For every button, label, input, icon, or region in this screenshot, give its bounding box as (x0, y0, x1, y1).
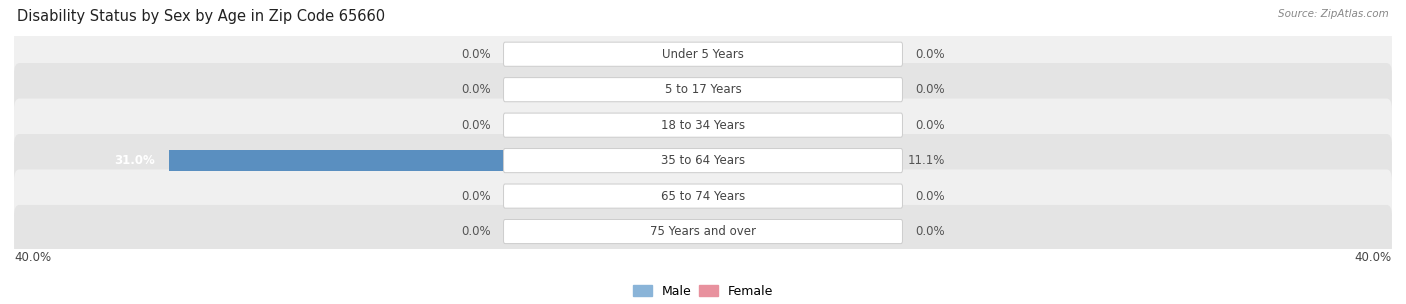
FancyBboxPatch shape (503, 149, 903, 173)
Legend: Male, Female: Male, Female (628, 280, 778, 302)
FancyBboxPatch shape (14, 98, 1392, 152)
Text: 40.0%: 40.0% (14, 251, 51, 264)
Text: 75 Years and over: 75 Years and over (650, 225, 756, 238)
FancyBboxPatch shape (14, 170, 1392, 223)
FancyBboxPatch shape (503, 42, 903, 66)
FancyBboxPatch shape (503, 219, 903, 244)
Text: 18 to 34 Years: 18 to 34 Years (661, 119, 745, 132)
Text: 0.0%: 0.0% (461, 119, 491, 132)
FancyBboxPatch shape (14, 63, 1392, 116)
Text: 0.0%: 0.0% (915, 119, 945, 132)
Text: 0.0%: 0.0% (915, 48, 945, 61)
FancyBboxPatch shape (503, 184, 903, 208)
FancyBboxPatch shape (503, 113, 903, 137)
Text: Disability Status by Sex by Age in Zip Code 65660: Disability Status by Sex by Age in Zip C… (17, 9, 385, 24)
Text: 40.0%: 40.0% (1355, 251, 1392, 264)
FancyBboxPatch shape (14, 28, 1392, 81)
Text: 0.0%: 0.0% (461, 83, 491, 96)
Text: 11.1%: 11.1% (908, 154, 945, 167)
Text: 31.0%: 31.0% (114, 154, 155, 167)
Text: 65 to 74 Years: 65 to 74 Years (661, 190, 745, 202)
FancyBboxPatch shape (503, 78, 903, 102)
Text: 0.0%: 0.0% (915, 190, 945, 202)
Text: 5 to 17 Years: 5 to 17 Years (665, 83, 741, 96)
Text: 0.0%: 0.0% (915, 225, 945, 238)
Text: Source: ZipAtlas.com: Source: ZipAtlas.com (1278, 9, 1389, 19)
Text: 0.0%: 0.0% (461, 48, 491, 61)
Bar (169, 150, 703, 171)
FancyBboxPatch shape (14, 205, 1392, 258)
Text: Under 5 Years: Under 5 Years (662, 48, 744, 61)
Text: 0.0%: 0.0% (461, 190, 491, 202)
FancyBboxPatch shape (14, 134, 1392, 187)
Text: 0.0%: 0.0% (915, 83, 945, 96)
Text: 0.0%: 0.0% (461, 225, 491, 238)
Text: 35 to 64 Years: 35 to 64 Years (661, 154, 745, 167)
Bar (703, 150, 894, 171)
